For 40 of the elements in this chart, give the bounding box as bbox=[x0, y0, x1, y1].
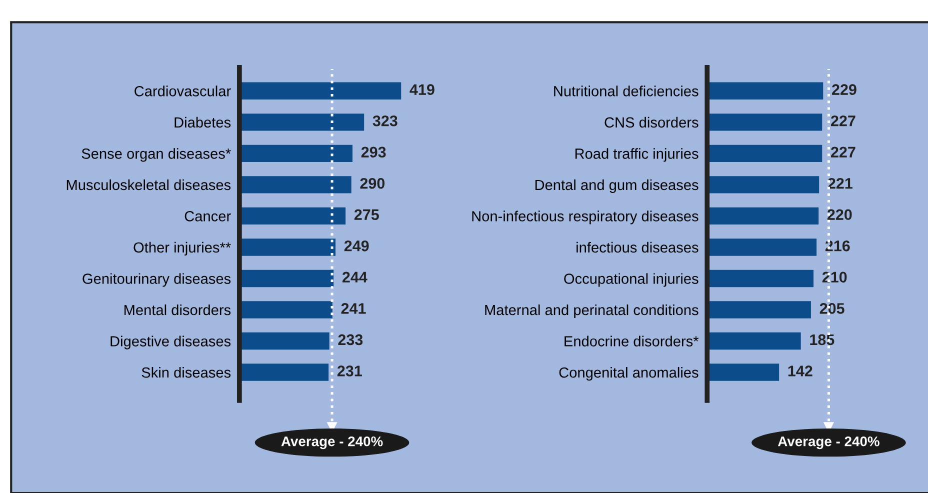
data-label: 227 bbox=[830, 115, 856, 126]
y-tick-label: Mental disorders bbox=[124, 304, 231, 316]
y-tick-label: Other injuries** bbox=[134, 242, 231, 256]
y-tick-label: Cardiovascular bbox=[134, 86, 231, 96]
y-tick-label: Sense organ diseases* bbox=[82, 148, 231, 162]
data-label: 221 bbox=[828, 178, 852, 189]
data-label: 233 bbox=[338, 334, 363, 346]
data-label: 185 bbox=[810, 334, 834, 346]
data-label: 293 bbox=[361, 146, 386, 158]
data-label: 249 bbox=[344, 240, 369, 252]
y-tick-label: Dental and gum diseases bbox=[535, 179, 698, 194]
y-tick-label: Road traffic injuries bbox=[575, 148, 698, 162]
data-label: 205 bbox=[820, 303, 844, 314]
y-tick-label: Digestive diseases bbox=[110, 336, 231, 350]
ref-line-label: Average - 240% bbox=[281, 436, 383, 450]
y-tick-label: Nutritional deficiencies bbox=[554, 86, 698, 96]
data-label: 142 bbox=[788, 366, 812, 376]
data-label: 231 bbox=[337, 366, 362, 376]
ref-line-label: Average - 240% bbox=[778, 436, 880, 450]
y-tick-label: Skin diseases bbox=[142, 366, 231, 378]
y-tick-label: Endocrine disorders* bbox=[564, 336, 699, 346]
y-tick-label: infectious diseases bbox=[576, 242, 698, 253]
data-label: 323 bbox=[372, 115, 398, 126]
data-label: 290 bbox=[360, 178, 385, 189]
data-label: 275 bbox=[354, 209, 379, 220]
data-label: 241 bbox=[341, 303, 366, 314]
y-tick-label: Congenital anomalies bbox=[559, 366, 698, 381]
y-tick-label: Non-infectious respiratory diseases bbox=[472, 210, 698, 224]
y-tick-label: Maternal and perinatal conditions bbox=[485, 304, 698, 318]
data-label: 244 bbox=[342, 272, 368, 282]
y-tick-label: Cancer bbox=[184, 211, 231, 222]
y-tick-label: Musculoskeletal diseases bbox=[66, 179, 231, 190]
data-label: 229 bbox=[832, 84, 856, 96]
data-label: 227 bbox=[830, 146, 856, 158]
y-tick-label: Diabetes bbox=[174, 116, 231, 128]
y-tick-label: Occupational injuries bbox=[564, 273, 698, 287]
data-label: 419 bbox=[410, 84, 434, 96]
data-label: 220 bbox=[827, 209, 852, 220]
y-tick-label: CNS disorders bbox=[604, 116, 698, 128]
y-tick-label: Genitourinary diseases bbox=[82, 273, 231, 287]
